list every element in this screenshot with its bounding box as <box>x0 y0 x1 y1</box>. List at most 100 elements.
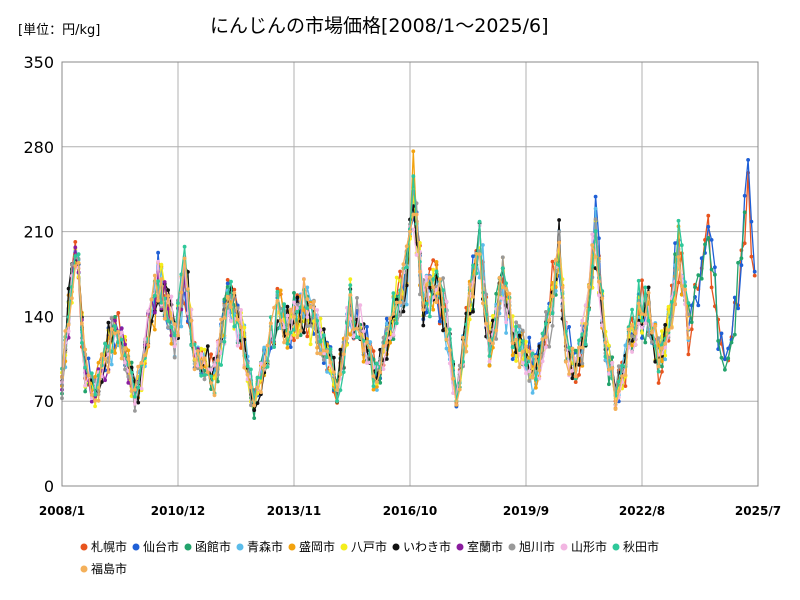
data-point <box>93 404 97 409</box>
data-point <box>507 291 512 296</box>
data-point <box>487 359 492 364</box>
data-point <box>723 357 727 362</box>
data-point <box>225 291 230 296</box>
data-point <box>577 373 581 377</box>
legend-marker <box>236 543 244 551</box>
data-point <box>259 361 263 366</box>
series-line <box>61 213 690 410</box>
data-point <box>96 360 101 365</box>
data-point <box>371 387 376 392</box>
data-point <box>268 321 273 326</box>
data-point <box>530 391 535 395</box>
data-point <box>597 279 601 284</box>
data-point <box>656 381 661 385</box>
data-point <box>375 384 379 389</box>
data-point <box>123 367 127 372</box>
data-point <box>199 373 204 378</box>
data-point <box>673 241 677 246</box>
data-point <box>471 309 475 314</box>
data-point <box>229 319 233 324</box>
data-point <box>365 361 369 365</box>
data-point <box>136 385 141 390</box>
data-point <box>471 254 475 259</box>
data-point <box>441 328 445 333</box>
data-point <box>80 341 84 345</box>
data-point <box>424 275 429 279</box>
data-point <box>83 365 88 370</box>
data-point <box>567 325 571 329</box>
data-point <box>162 316 167 321</box>
data-point <box>517 333 522 338</box>
data-point <box>384 340 389 345</box>
data-point <box>325 370 329 374</box>
data-point <box>411 212 416 217</box>
data-point <box>308 305 313 309</box>
x-tick-label: 2019/9 <box>503 504 549 518</box>
data-point <box>583 342 588 347</box>
data-point <box>361 329 366 334</box>
data-point <box>643 285 648 290</box>
data-point <box>162 280 167 284</box>
legend-marker <box>132 543 140 551</box>
data-point <box>80 321 84 326</box>
legend-marker <box>184 543 192 551</box>
data-point <box>441 288 445 293</box>
data-point <box>404 302 409 307</box>
data-point <box>146 343 151 347</box>
data-point <box>434 269 439 274</box>
data-point <box>646 290 651 295</box>
chart-title: にんじんの市場価格[2008/1～2025/6] <box>210 15 549 37</box>
x-tick-label: 2008/1 <box>39 504 85 518</box>
data-point <box>212 393 217 398</box>
data-point <box>713 265 717 270</box>
data-point <box>338 388 343 392</box>
legend-label: いわき市 <box>403 539 451 554</box>
data-point <box>544 310 548 314</box>
data-point <box>673 301 677 306</box>
data-point <box>560 285 565 290</box>
data-point <box>676 255 681 259</box>
data-point <box>381 344 386 349</box>
data-point <box>259 390 263 395</box>
data-point <box>288 330 293 335</box>
data-point <box>355 296 359 300</box>
data-point <box>636 321 641 326</box>
data-point <box>113 315 117 319</box>
data-point <box>242 325 247 330</box>
data-point <box>547 344 552 349</box>
data-point <box>305 285 310 290</box>
data-point <box>113 324 117 329</box>
data-point <box>630 334 634 338</box>
data-point <box>587 285 591 290</box>
legend-item: 札幌市 <box>80 539 127 554</box>
data-point <box>504 281 508 286</box>
grid <box>61 61 759 487</box>
data-point <box>447 348 452 353</box>
data-point <box>129 389 134 393</box>
data-point <box>623 384 628 388</box>
data-point <box>527 369 532 374</box>
data-point <box>318 316 323 321</box>
data-point <box>295 310 300 314</box>
data-point <box>481 243 485 247</box>
data-point <box>89 392 94 397</box>
data-point <box>411 149 416 154</box>
data-point <box>467 282 472 287</box>
data-point <box>318 339 323 344</box>
data-point <box>626 327 631 332</box>
data-point <box>159 300 164 305</box>
data-point <box>371 384 376 389</box>
data-point <box>302 308 306 312</box>
data-point <box>361 339 366 343</box>
data-point <box>76 260 81 265</box>
data-point <box>610 355 615 360</box>
data-point <box>139 361 144 365</box>
data-point <box>192 367 197 372</box>
data-point <box>441 305 445 309</box>
data-point <box>292 327 296 332</box>
data-point <box>418 292 422 297</box>
data-point <box>262 345 267 350</box>
data-point <box>404 265 409 270</box>
data-point <box>580 318 585 323</box>
y-tick-label: 140 <box>23 307 54 326</box>
